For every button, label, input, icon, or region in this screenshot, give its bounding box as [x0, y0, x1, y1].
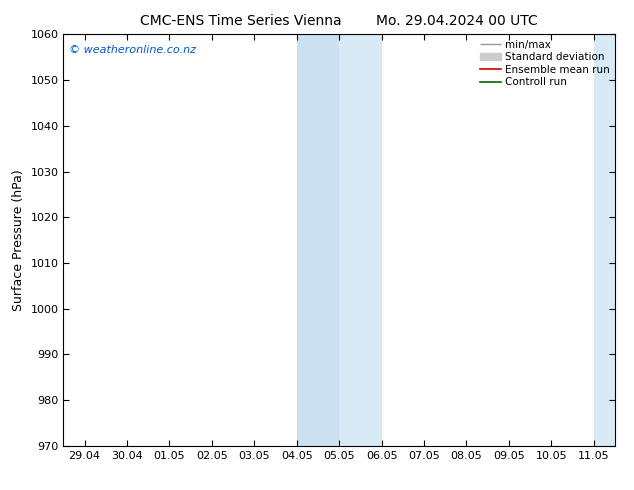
Text: Mo. 29.04.2024 00 UTC: Mo. 29.04.2024 00 UTC — [375, 14, 538, 28]
Legend: min/max, Standard deviation, Ensemble mean run, Controll run: min/max, Standard deviation, Ensemble me… — [478, 37, 612, 89]
Bar — [297, 34, 339, 446]
Text: CMC-ENS Time Series Vienna: CMC-ENS Time Series Vienna — [140, 14, 342, 28]
Text: © weatheronline.co.nz: © weatheronline.co.nz — [69, 45, 196, 54]
Bar — [594, 34, 615, 446]
Bar — [339, 34, 382, 446]
Y-axis label: Surface Pressure (hPa): Surface Pressure (hPa) — [12, 169, 25, 311]
